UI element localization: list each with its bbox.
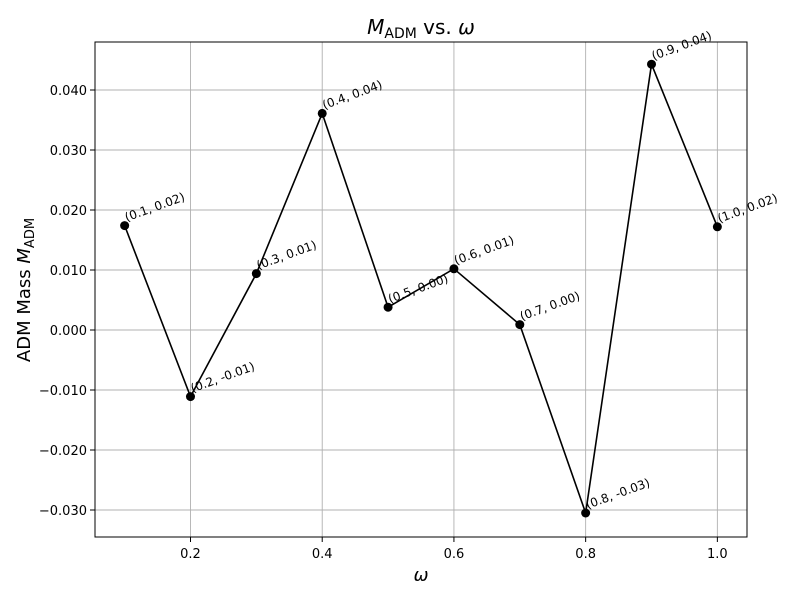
data-point	[581, 508, 591, 518]
data-point-label: (0.6, 0.01)	[452, 233, 516, 268]
data-point-label: (0.9, 0.04)	[650, 28, 714, 63]
data-series	[120, 59, 722, 518]
x-tick-label: 0.8	[575, 547, 596, 562]
x-tick-label: 0.4	[312, 547, 333, 562]
data-point-label: (0.5, 0.00)	[386, 271, 450, 306]
y-tick-label: 0.020	[50, 204, 87, 219]
data-point	[647, 59, 657, 69]
data-point	[449, 264, 459, 274]
series-line	[123, 61, 719, 514]
data-point-label: (0.7, 0.00)	[518, 289, 582, 324]
data-point	[515, 320, 525, 330]
y-axis-label: ADM Mass MADM	[14, 218, 38, 362]
y-tick-label: −0.030	[39, 504, 87, 519]
data-point-label: (0.1, 0.02)	[123, 190, 187, 225]
data-point-label: (0.3, 0.01)	[255, 238, 319, 273]
data-point	[383, 302, 393, 312]
data-point	[251, 269, 261, 279]
x-tick-label: 0.2	[180, 547, 201, 562]
x-tick-label: 0.6	[444, 547, 465, 562]
data-point-label: (0.8, -0.03)	[584, 476, 652, 512]
data-point	[185, 392, 195, 402]
chart-title: MADM vs. ω	[367, 15, 475, 42]
data-point-label: (1.0, 0.02)	[716, 191, 780, 226]
y-tick-label: 0.040	[50, 84, 87, 99]
axis-ticks: 0.2 0.4 0.6 0.8 1.0 −0.030 −0.020 −0.010 0.000 0.…	[39, 84, 728, 562]
data-point	[120, 221, 130, 231]
data-point	[317, 108, 327, 118]
y-tick-label: 0.010	[50, 264, 87, 279]
x-tick-label: 1.0	[707, 547, 728, 562]
grid	[95, 42, 747, 537]
y-tick-label: 0.030	[50, 144, 87, 159]
y-tick-label: −0.010	[39, 384, 87, 399]
x-axis-label: ω	[413, 565, 428, 586]
y-tick-label: −0.020	[39, 444, 87, 459]
plot-frame	[94, 41, 748, 538]
data-point-label: (0.4, 0.04)	[320, 78, 384, 113]
data-point	[712, 222, 722, 232]
y-tick-label: 0.000	[50, 324, 87, 339]
